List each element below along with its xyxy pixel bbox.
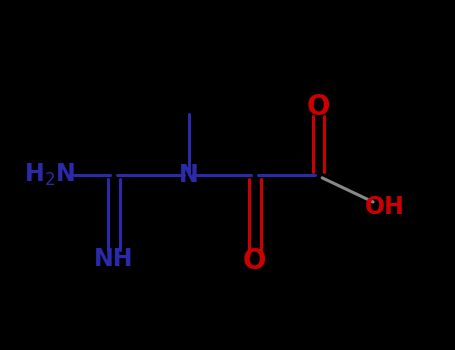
Text: O: O bbox=[307, 93, 330, 121]
Text: OH: OH bbox=[364, 195, 404, 219]
Text: NH: NH bbox=[94, 247, 133, 271]
Text: H$_2$N: H$_2$N bbox=[24, 162, 75, 188]
Text: O: O bbox=[243, 247, 267, 275]
Text: N: N bbox=[179, 163, 199, 187]
